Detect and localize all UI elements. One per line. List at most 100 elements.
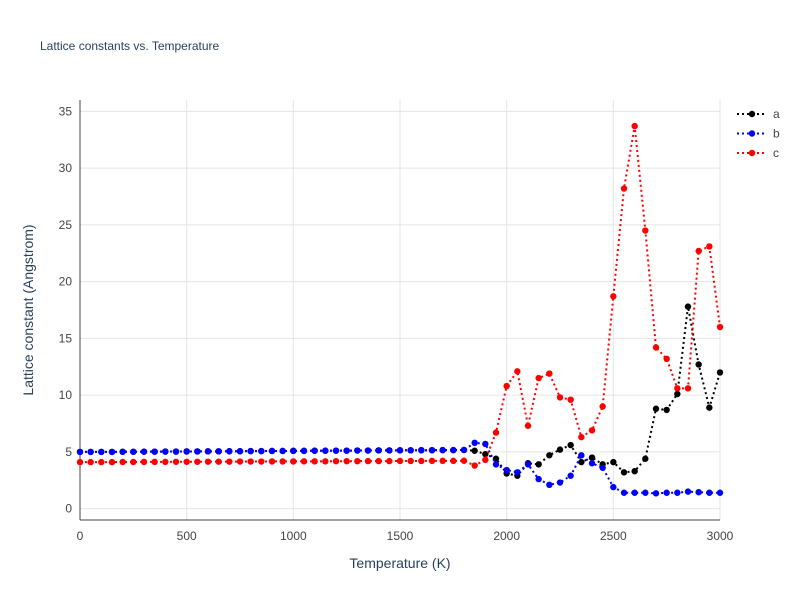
data-point-a[interactable] bbox=[652, 405, 660, 412]
data-point-a[interactable] bbox=[535, 461, 542, 468]
data-point-b[interactable] bbox=[140, 448, 148, 455]
data-point-c[interactable] bbox=[226, 458, 233, 465]
data-point-b[interactable] bbox=[375, 447, 382, 454]
data-point-a[interactable] bbox=[663, 406, 670, 414]
data-point-b[interactable] bbox=[663, 489, 670, 496]
legend-item-c[interactable]: c bbox=[737, 146, 779, 160]
data-point-c[interactable] bbox=[620, 185, 628, 192]
data-point-b[interactable] bbox=[418, 446, 425, 454]
data-point-b[interactable] bbox=[108, 448, 116, 456]
data-point-c[interactable] bbox=[610, 293, 617, 300]
data-point-c[interactable] bbox=[706, 243, 713, 250]
data-point-c[interactable] bbox=[695, 247, 702, 255]
data-point-c[interactable] bbox=[567, 396, 574, 403]
data-point-c[interactable] bbox=[684, 385, 692, 392]
data-point-b[interactable] bbox=[162, 448, 169, 455]
data-point-b[interactable] bbox=[588, 460, 596, 467]
data-point-c[interactable] bbox=[524, 422, 532, 429]
data-point-c[interactable] bbox=[418, 457, 425, 465]
data-point-b[interactable] bbox=[343, 447, 350, 454]
data-point-c[interactable] bbox=[450, 457, 457, 465]
data-point-c[interactable] bbox=[300, 458, 308, 465]
data-point-c[interactable] bbox=[172, 458, 180, 465]
data-point-b[interactable] bbox=[706, 489, 713, 496]
data-point-b[interactable] bbox=[364, 447, 372, 454]
data-point-b[interactable] bbox=[674, 489, 681, 496]
legend[interactable]: abc bbox=[737, 107, 780, 160]
data-point-b[interactable] bbox=[386, 447, 393, 454]
data-point-c[interactable] bbox=[439, 457, 446, 465]
data-point-c[interactable] bbox=[599, 403, 606, 410]
data-point-b[interactable] bbox=[482, 440, 489, 448]
data-point-b[interactable] bbox=[567, 472, 574, 479]
data-point-b[interactable] bbox=[407, 447, 414, 454]
data-point-b[interactable] bbox=[290, 447, 297, 455]
data-point-c[interactable] bbox=[183, 458, 190, 465]
data-point-c[interactable] bbox=[236, 458, 244, 465]
data-point-a[interactable] bbox=[706, 404, 713, 411]
data-point-c[interactable] bbox=[674, 385, 681, 392]
data-point-b[interactable] bbox=[130, 448, 137, 455]
data-point-b[interactable] bbox=[524, 461, 532, 468]
data-point-b[interactable] bbox=[599, 464, 606, 471]
data-point-b[interactable] bbox=[311, 447, 318, 454]
data-point-b[interactable] bbox=[450, 446, 457, 454]
data-point-c[interactable] bbox=[556, 394, 564, 401]
data-point-b[interactable] bbox=[631, 489, 638, 496]
data-point-b[interactable] bbox=[535, 475, 542, 483]
data-point-c[interactable] bbox=[375, 457, 382, 465]
data-point-b[interactable] bbox=[87, 448, 94, 456]
data-point-a[interactable] bbox=[610, 458, 617, 466]
data-point-b[interactable] bbox=[684, 488, 692, 495]
data-point-c[interactable] bbox=[471, 462, 478, 469]
data-point-c[interactable] bbox=[652, 344, 660, 351]
data-point-b[interactable] bbox=[247, 447, 254, 455]
data-point-c[interactable] bbox=[204, 458, 212, 465]
data-point-a[interactable] bbox=[588, 454, 596, 461]
data-point-c[interactable] bbox=[343, 458, 350, 465]
data-point-c[interactable] bbox=[332, 458, 340, 465]
data-point-c[interactable] bbox=[130, 458, 137, 466]
data-point-b[interactable] bbox=[471, 439, 478, 447]
legend-item-b[interactable]: b bbox=[737, 127, 780, 141]
data-point-b[interactable] bbox=[279, 447, 286, 455]
data-point-c[interactable] bbox=[151, 458, 158, 466]
data-point-c[interactable] bbox=[162, 458, 169, 466]
data-point-c[interactable] bbox=[247, 458, 254, 465]
data-point-c[interactable] bbox=[482, 456, 489, 464]
data-point-b[interactable] bbox=[98, 448, 105, 456]
data-point-c[interactable] bbox=[642, 227, 649, 234]
data-point-b[interactable] bbox=[514, 469, 521, 476]
data-point-b[interactable] bbox=[460, 446, 468, 454]
data-point-b[interactable] bbox=[556, 479, 564, 486]
data-point-b[interactable] bbox=[204, 448, 212, 455]
data-point-b[interactable] bbox=[610, 483, 617, 491]
data-point-b[interactable] bbox=[194, 448, 201, 455]
data-point-c[interactable] bbox=[460, 457, 468, 464]
data-point-c[interactable] bbox=[194, 458, 201, 465]
data-point-b[interactable] bbox=[492, 461, 500, 468]
data-point-b[interactable] bbox=[652, 490, 660, 497]
data-point-a[interactable] bbox=[578, 458, 585, 466]
data-point-a[interactable] bbox=[556, 446, 564, 453]
data-point-c[interactable] bbox=[258, 458, 265, 465]
data-point-c[interactable] bbox=[268, 458, 276, 465]
data-point-c[interactable] bbox=[588, 427, 596, 434]
data-point-a[interactable] bbox=[631, 467, 638, 475]
data-point-c[interactable] bbox=[428, 457, 436, 465]
data-point-b[interactable] bbox=[258, 447, 265, 455]
data-point-b[interactable] bbox=[546, 481, 553, 489]
data-point-b[interactable] bbox=[268, 447, 276, 455]
data-point-a[interactable] bbox=[567, 441, 574, 449]
data-point-c[interactable] bbox=[716, 323, 724, 331]
data-point-c[interactable] bbox=[311, 458, 318, 465]
data-point-b[interactable] bbox=[439, 446, 446, 454]
data-point-b[interactable] bbox=[151, 448, 158, 455]
data-point-c[interactable] bbox=[386, 457, 393, 465]
data-point-c[interactable] bbox=[322, 458, 329, 465]
data-point-b[interactable] bbox=[428, 446, 436, 454]
data-point-c[interactable] bbox=[663, 355, 670, 363]
data-point-c[interactable] bbox=[407, 457, 414, 465]
data-point-b[interactable] bbox=[236, 448, 244, 455]
data-point-b[interactable] bbox=[183, 448, 190, 455]
